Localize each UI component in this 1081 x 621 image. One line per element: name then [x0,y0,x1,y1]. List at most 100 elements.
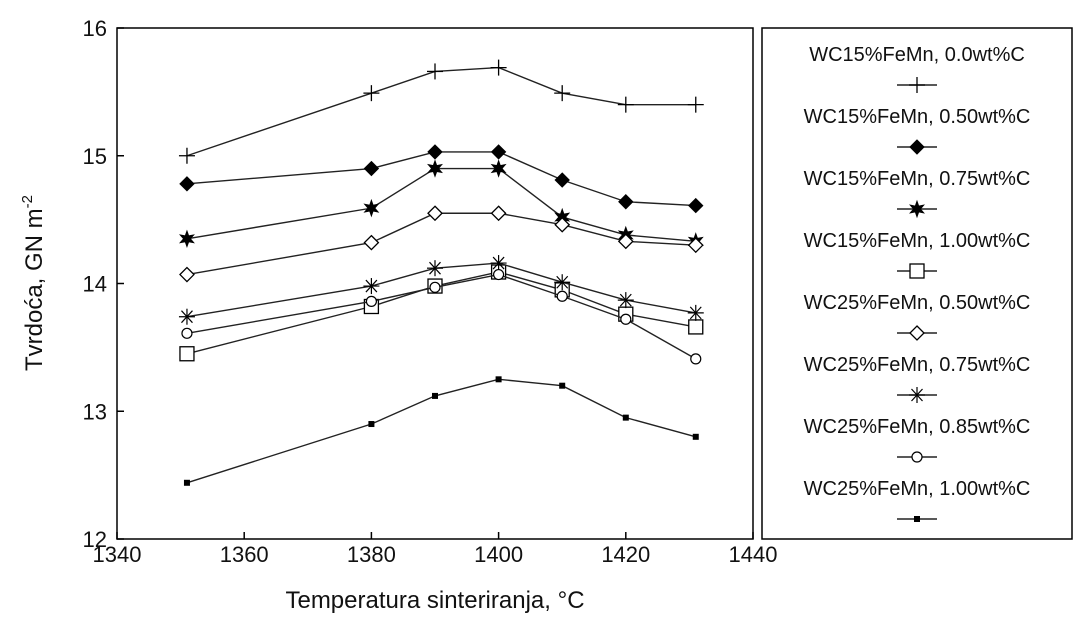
data-point [690,353,702,365]
series [178,59,704,164]
data-point [490,255,507,272]
series-line [186,151,696,207]
y-tick-label: 12 [83,527,107,552]
data-point [618,194,634,210]
data-point [556,290,568,302]
y-axis-ticks: 12 13 14 15 16 [83,16,124,552]
data-point [559,382,566,389]
data-point [363,234,380,251]
data-point [183,479,190,486]
data-point [490,159,507,178]
data-point [179,266,195,283]
data-point [909,387,925,403]
data-point [911,451,923,463]
legend-entry: WC25%FeMn, 0.75wt%C [804,354,1031,403]
data-point [495,376,502,383]
data-point [554,274,571,291]
data-point [178,308,195,325]
data-point [179,176,195,192]
series [178,255,704,325]
data-point [687,96,704,113]
series [179,205,704,283]
data-point [427,63,443,80]
data-point [363,160,380,177]
x-tick-label: 1420 [601,542,650,567]
data-point [363,198,380,218]
data-point [368,421,375,428]
legend: WC15%FeMn, 0.0wt%C WC15%FeMn, 0.50wt%C WC1… [804,44,1031,522]
legend-label: WC25%FeMn, 0.75wt%C [804,354,1031,376]
data-point [909,325,925,341]
data-point [687,237,704,254]
data-point [427,159,443,178]
x-tick-label: 1400 [474,542,523,567]
legend-entry: WC25%FeMn, 0.85wt%C [804,416,1031,463]
data-point [687,304,704,321]
x-tick-label: 1440 [729,542,778,567]
data-point [909,139,925,155]
data-point [554,85,571,102]
series-line [186,167,696,243]
legend-label: WC15%FeMn, 0.0wt%C [809,44,1025,66]
data-point [688,319,704,335]
y-tick-label: 15 [83,144,107,169]
legend-entry: WC15%FeMn, 0.50wt%C [804,106,1031,155]
data-point [363,278,380,295]
data-point [692,433,699,440]
x-axis-label: Temperatura sinteriranja, °C [285,587,584,614]
x-axis-ticks: 1340 1360 1380 1400 1420 1440 [93,532,778,567]
data-point [365,295,377,307]
legend-entry: WC15%FeMn, 0.75wt%C [804,168,1031,219]
data-point [909,263,925,279]
legend-entry: WC15%FeMn, 1.00wt%C [804,230,1031,279]
series-line [186,212,696,276]
y-axis-label: Tvrdoća, GN m-2 [19,195,48,371]
legend-label: WC15%FeMn, 1.00wt%C [804,230,1031,252]
data-point [493,268,505,281]
data-point [179,346,195,362]
legend-label: WC25%FeMn, 0.50wt%C [804,292,1031,314]
legend-entry: WC15%FeMn, 0.0wt%C [809,44,1025,93]
data-point [181,327,193,339]
data-point [427,144,443,160]
series-line [186,378,696,484]
legend-entry: WC25%FeMn, 1.00wt%C [804,478,1031,522]
data-point [620,313,632,325]
legend-label: WC15%FeMn, 0.75wt%C [804,168,1031,190]
legend-label: WC15%FeMn, 0.50wt%C [804,106,1031,128]
legend-label: WC25%FeMn, 1.00wt%C [804,478,1031,500]
data-point [617,233,634,250]
data-point [363,85,380,102]
data-point [427,205,443,222]
data-point [432,392,438,399]
data-point [909,77,925,93]
series [183,376,699,486]
data-point [622,414,629,421]
data-point [490,144,507,160]
legend-box [761,27,1073,540]
y-axis-label-superscript: -2 [19,195,36,208]
y-tick-label: 13 [83,399,107,424]
y-tick-label: 16 [83,16,107,41]
data-point [909,199,925,219]
data-point [617,96,634,113]
series-layer [178,59,704,486]
y-tick-label: 14 [83,272,107,297]
data-point [427,260,443,277]
data-point [429,281,441,293]
x-tick-label: 1380 [347,542,396,567]
x-tick-label: 1340 [93,542,142,567]
series [179,144,704,214]
data-point [178,229,195,248]
series [179,264,704,362]
legend-entry: WC25%FeMn, 0.50wt%C [804,292,1031,341]
x-tick-label: 1360 [220,542,269,567]
data-point [490,205,507,222]
legend-label: WC25%FeMn, 0.85wt%C [804,416,1031,438]
data-point [554,216,571,233]
series [181,268,702,365]
data-point [914,516,920,522]
y-axis-label-main: Tvrdoća, GN m [21,208,48,371]
series-line [186,66,696,157]
